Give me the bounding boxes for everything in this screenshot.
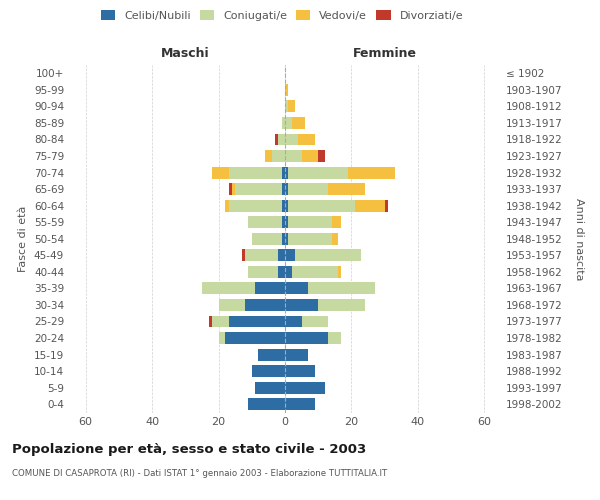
Bar <box>248 398 285 410</box>
Bar <box>225 200 229 211</box>
Bar <box>285 250 295 262</box>
Bar <box>278 134 285 145</box>
Bar <box>292 117 305 129</box>
Bar <box>212 316 229 328</box>
Bar <box>285 216 289 228</box>
Text: COMUNE DI CASAPROTA (RI) - Dati ISTAT 1° gennaio 2003 - Elaborazione TUTTITALIA.: COMUNE DI CASAPROTA (RI) - Dati ISTAT 1°… <box>12 469 387 478</box>
Bar <box>285 299 318 311</box>
Bar <box>218 332 225 344</box>
Bar <box>292 266 338 278</box>
Bar <box>332 216 341 228</box>
Bar <box>328 183 365 195</box>
Bar <box>285 200 289 211</box>
Bar <box>281 183 285 195</box>
Bar <box>272 150 285 162</box>
Bar <box>225 332 285 344</box>
Bar <box>385 200 388 211</box>
Bar <box>259 348 285 360</box>
Bar <box>252 365 285 377</box>
Bar <box>248 216 281 228</box>
Bar <box>285 332 328 344</box>
Bar <box>302 316 328 328</box>
Bar <box>285 365 315 377</box>
Bar <box>229 316 285 328</box>
Bar <box>248 266 278 278</box>
Bar <box>285 382 325 394</box>
Bar <box>229 166 281 178</box>
Bar <box>232 183 235 195</box>
Bar <box>285 348 308 360</box>
Bar <box>318 150 325 162</box>
Bar <box>212 166 229 178</box>
Bar <box>281 200 285 211</box>
Bar <box>285 266 292 278</box>
Y-axis label: Fasce di età: Fasce di età <box>19 206 28 272</box>
Bar <box>328 332 341 344</box>
Bar <box>281 233 285 244</box>
Bar <box>289 200 355 211</box>
Bar <box>285 84 289 96</box>
Text: Femmine: Femmine <box>353 47 416 60</box>
Bar <box>289 166 348 178</box>
Bar <box>289 100 295 112</box>
Bar <box>265 150 272 162</box>
Bar <box>285 183 289 195</box>
Y-axis label: Anni di nascita: Anni di nascita <box>574 198 584 280</box>
Bar <box>289 183 328 195</box>
Bar <box>278 250 285 262</box>
Bar <box>289 216 332 228</box>
Bar <box>242 250 245 262</box>
Bar <box>285 134 298 145</box>
Bar <box>308 282 375 294</box>
Bar <box>332 233 338 244</box>
Bar <box>255 282 285 294</box>
Legend: Celibi/Nubili, Coniugati/e, Vedovi/e, Divorziati/e: Celibi/Nubili, Coniugati/e, Vedovi/e, Di… <box>97 6 467 25</box>
Bar <box>281 216 285 228</box>
Bar <box>252 233 281 244</box>
Bar <box>275 134 278 145</box>
Bar <box>355 200 385 211</box>
Bar <box>235 183 281 195</box>
Bar <box>318 299 365 311</box>
Bar <box>289 233 332 244</box>
Bar <box>229 200 281 211</box>
Bar <box>285 233 289 244</box>
Bar <box>245 250 278 262</box>
Bar <box>285 100 289 112</box>
Bar <box>285 166 289 178</box>
Bar <box>348 166 395 178</box>
Bar <box>298 134 315 145</box>
Bar <box>302 150 318 162</box>
Bar <box>295 250 361 262</box>
Bar <box>285 150 302 162</box>
Bar <box>285 282 308 294</box>
Bar <box>245 299 285 311</box>
Bar <box>285 398 315 410</box>
Bar <box>278 266 285 278</box>
Text: Popolazione per età, sesso e stato civile - 2003: Popolazione per età, sesso e stato civil… <box>12 442 366 456</box>
Bar <box>285 316 302 328</box>
Bar <box>255 382 285 394</box>
Bar <box>281 117 285 129</box>
Bar <box>229 183 232 195</box>
Bar <box>218 299 245 311</box>
Text: Maschi: Maschi <box>161 47 209 60</box>
Bar <box>338 266 341 278</box>
Bar <box>202 282 255 294</box>
Bar <box>209 316 212 328</box>
Bar <box>285 117 292 129</box>
Bar <box>281 166 285 178</box>
